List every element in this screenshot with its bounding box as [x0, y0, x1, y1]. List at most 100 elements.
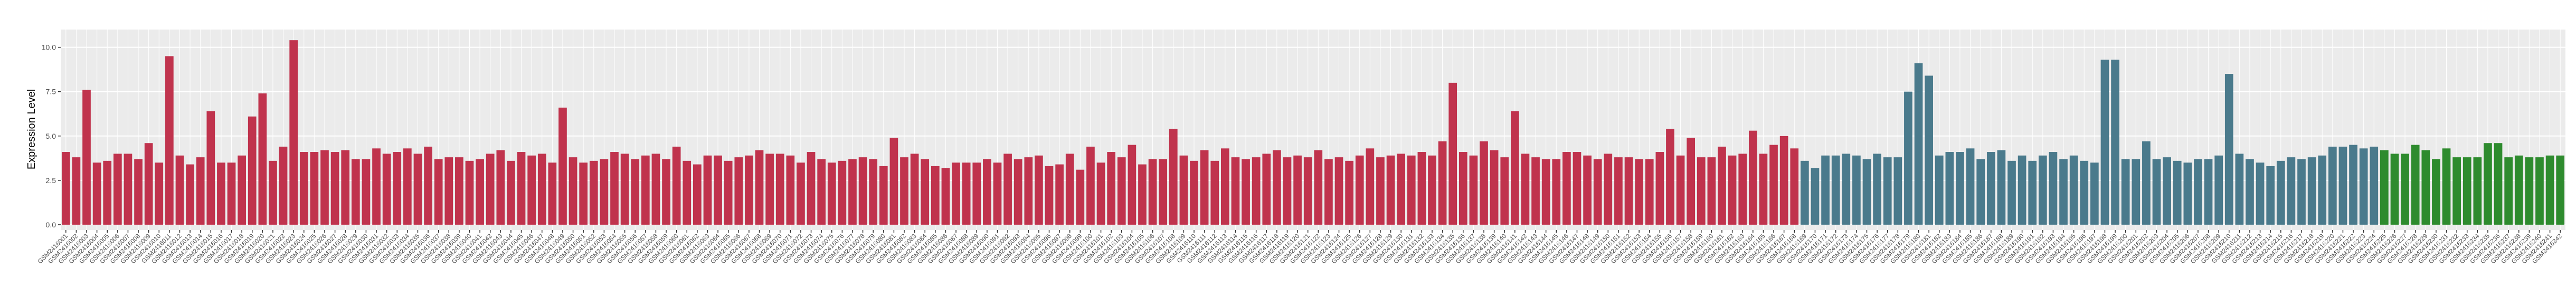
bar: [2266, 166, 2275, 225]
bar: [527, 155, 536, 225]
bar: [1593, 159, 1602, 225]
bar: [703, 155, 712, 225]
bar: [2069, 155, 2078, 225]
bar: [196, 157, 205, 225]
bar: [2121, 159, 2130, 225]
bar: [610, 152, 619, 225]
bar: [2007, 160, 2016, 225]
bar: [1324, 159, 1333, 225]
bar: [2038, 155, 2047, 225]
bar: [786, 155, 795, 225]
bar: [330, 152, 339, 225]
bar: [1220, 148, 1229, 225]
bar: [889, 138, 898, 225]
bar: [2018, 155, 2026, 225]
bar: [269, 160, 277, 225]
bar: [714, 155, 722, 225]
bar: [1262, 154, 1271, 225]
bar: [1562, 152, 1571, 225]
bar: [651, 154, 660, 225]
bar: [2535, 157, 2544, 225]
bar: [2514, 155, 2523, 225]
bar: [1210, 160, 1219, 225]
bar: [1480, 141, 1488, 225]
bar: [2359, 148, 2368, 225]
bar: [320, 150, 329, 225]
bar: [1355, 155, 1364, 225]
bar: [248, 116, 257, 225]
y-tick-label: 7.5: [46, 88, 56, 96]
bar: [2432, 159, 2440, 225]
bar: [1759, 154, 1768, 225]
bar: [124, 154, 132, 225]
bar: [1666, 129, 1674, 225]
y-tick-label: 10.0: [42, 43, 56, 52]
bar: [1283, 157, 1292, 225]
bar: [2421, 150, 2430, 225]
bar: [238, 155, 246, 225]
bar: [1728, 155, 1737, 225]
bar: [537, 154, 546, 225]
bar: [1386, 155, 1395, 225]
bar: [2318, 155, 2327, 225]
bar: [1128, 145, 1137, 225]
bar: [1117, 157, 1126, 225]
bar: [2380, 150, 2389, 225]
bar: [1334, 157, 1343, 225]
bar: [1138, 164, 1147, 225]
bar: [879, 166, 888, 225]
bar: [993, 162, 1002, 225]
bar: [600, 159, 609, 225]
bar: [1200, 150, 1209, 225]
bar: [983, 159, 991, 225]
bar: [548, 162, 557, 225]
bar: [755, 150, 764, 225]
bar: [413, 154, 422, 225]
bar: [1376, 157, 1385, 225]
bar: [351, 159, 360, 225]
bar: [1366, 148, 1375, 225]
bar: [2525, 157, 2534, 225]
bar: [2090, 162, 2099, 225]
bar: [1086, 146, 1095, 225]
bar: [217, 162, 225, 225]
bar: [1914, 63, 1923, 225]
bar: [382, 154, 391, 225]
bar: [2224, 74, 2233, 225]
bar: [1635, 159, 1643, 225]
bar: [972, 162, 981, 225]
bar: [1811, 168, 1820, 225]
bar: [2442, 148, 2451, 225]
bar: [1521, 154, 1530, 225]
bar: [134, 159, 143, 225]
bar: [1469, 155, 1478, 225]
bar: [869, 159, 878, 225]
bar: [2494, 143, 2503, 225]
bar: [424, 146, 432, 225]
bar: [476, 159, 484, 225]
bar: [2452, 157, 2461, 225]
bar: [1831, 155, 1840, 225]
bar: [279, 146, 288, 225]
bar: [1169, 129, 1178, 225]
bar: [393, 152, 402, 225]
bar: [1801, 160, 1809, 225]
bar: [952, 162, 960, 225]
bar: [1438, 141, 1447, 225]
bar: [1997, 150, 2006, 225]
bar: [1397, 154, 1406, 225]
bar: [1179, 155, 1188, 225]
bar: [2307, 157, 2316, 225]
bar: [2411, 145, 2420, 225]
bar: [900, 157, 908, 225]
bar: [1779, 136, 1788, 225]
bar: [1293, 155, 1302, 225]
bar: [1614, 157, 1623, 225]
bar: [1852, 155, 1861, 225]
bar: [1604, 154, 1613, 225]
bar: [1096, 162, 1105, 225]
bar: [1986, 152, 1995, 225]
bar: [724, 160, 733, 225]
